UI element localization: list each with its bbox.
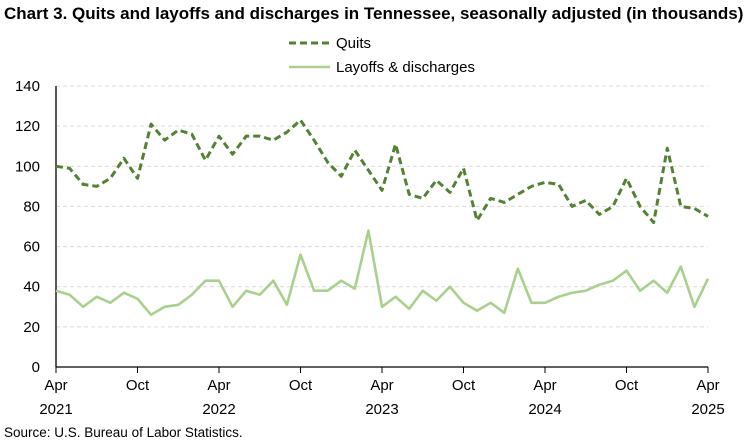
layoffs-discharges-series-line: [55, 229, 710, 317]
y-tick-label: 20: [23, 319, 40, 336]
y-tick-label: 100: [15, 158, 40, 175]
y-tick-label: 120: [15, 118, 40, 135]
x-tick-label-year: 2021: [39, 401, 72, 418]
x-tick-label-year: 2023: [365, 401, 398, 418]
x-tick-label-month: Apr: [696, 377, 719, 394]
y-tick-label: 60: [23, 239, 40, 256]
source-note: Source: U.S. Bureau of Labor Statistics.: [4, 425, 243, 440]
axes: [55, 86, 708, 368]
gridlines: [56, 85, 708, 328]
x-tick-label-month: Oct: [126, 377, 150, 394]
series-lines: [55, 118, 710, 317]
legend-label: Layoffs & discharges: [336, 59, 475, 76]
x-tick-label-year: 2024: [528, 401, 561, 418]
x-tick-label-month: Oct: [289, 377, 313, 394]
chart-title: Chart 3. Quits and layoffs and discharge…: [4, 4, 744, 23]
y-tick-labels: 0 20 40 60 80 100 120 140: [15, 78, 40, 376]
y-tick-label: 80: [23, 198, 40, 215]
legend-label: Quits: [336, 35, 371, 52]
x-tick-label-year: 2025: [691, 401, 724, 418]
x-tick-labels: Apr 2021 Oct Apr 2022 Oct Apr 2023 Oct Apr 2024 Oct…: [39, 367, 725, 418]
x-tick-label-month: Apr: [370, 377, 393, 394]
x-tick-label-month: Apr: [44, 377, 67, 394]
x-tick-label-month: Oct: [615, 377, 639, 394]
y-tick-label: 40: [23, 279, 40, 296]
y-tick-label: 0: [32, 359, 40, 376]
x-tick-label-month: Apr: [533, 377, 556, 394]
x-tick-label-month: Apr: [207, 377, 230, 394]
x-tick-label-month: Oct: [452, 377, 476, 394]
legend: Quits Layoffs & discharges: [289, 35, 475, 76]
x-tick-label-year: 2022: [202, 401, 235, 418]
y-tick-label: 140: [15, 78, 40, 95]
quits-series-line: [55, 118, 709, 224]
